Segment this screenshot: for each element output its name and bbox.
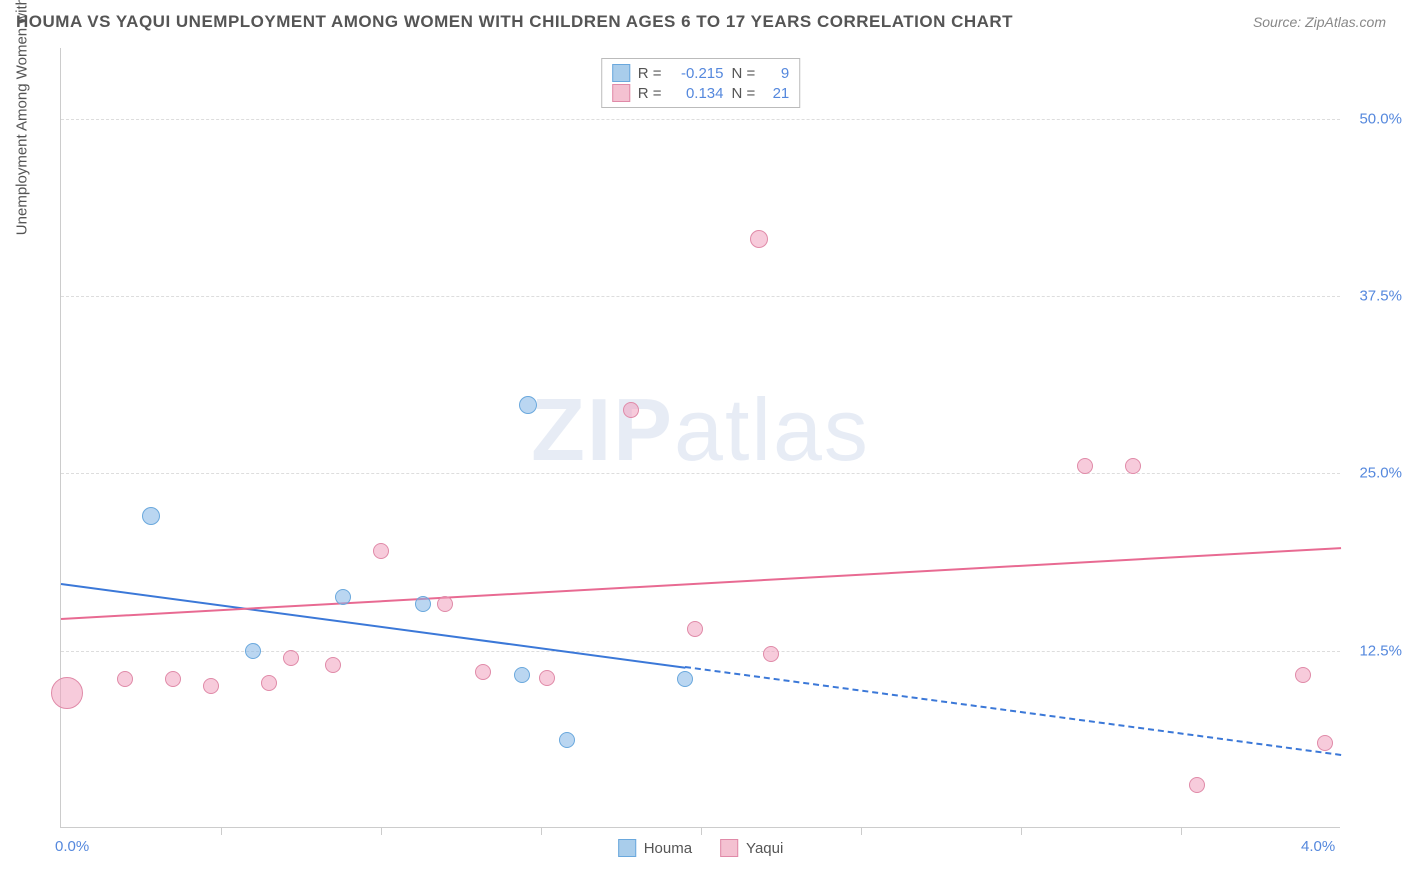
data-point-yaqui bbox=[1295, 667, 1311, 683]
stat-n-label: N = bbox=[732, 65, 756, 82]
watermark: ZIPatlas bbox=[531, 378, 870, 480]
x-tick bbox=[1021, 827, 1022, 835]
watermark-atlas: atlas bbox=[674, 379, 870, 478]
stat-r-value: -0.215 bbox=[670, 65, 724, 82]
data-point-yaqui bbox=[687, 621, 703, 637]
x-tick bbox=[541, 827, 542, 835]
y-tick-label: 37.5% bbox=[1359, 288, 1402, 305]
data-point-yaqui bbox=[750, 230, 768, 248]
data-point-houma bbox=[245, 643, 261, 659]
x-tick bbox=[861, 827, 862, 835]
data-point-yaqui bbox=[261, 675, 277, 691]
x-tick bbox=[1181, 827, 1182, 835]
stat-r-label: R = bbox=[638, 85, 662, 102]
legend-item: Houma bbox=[618, 839, 692, 857]
y-tick-label: 25.0% bbox=[1359, 465, 1402, 482]
legend-label: Houma bbox=[644, 840, 692, 857]
data-point-yaqui bbox=[1317, 735, 1333, 751]
data-point-yaqui bbox=[623, 402, 639, 418]
data-point-yaqui bbox=[165, 671, 181, 687]
trend-line-yaqui bbox=[61, 547, 1341, 620]
data-point-houma bbox=[335, 589, 351, 605]
stat-r-label: R = bbox=[638, 65, 662, 82]
chart-title: HOUMA VS YAQUI UNEMPLOYMENT AMONG WOMEN … bbox=[16, 12, 1013, 32]
stats-row: R = -0.215 N = 9 bbox=[612, 63, 790, 83]
data-point-houma bbox=[677, 671, 693, 687]
data-point-houma bbox=[519, 396, 537, 414]
data-point-yaqui bbox=[763, 646, 779, 662]
data-point-yaqui bbox=[117, 671, 133, 687]
legend-item: Yaqui bbox=[720, 839, 783, 857]
data-point-yaqui bbox=[539, 670, 555, 686]
x-tick-label: 0.0% bbox=[55, 838, 89, 855]
stat-n-value: 9 bbox=[763, 65, 789, 82]
data-point-houma bbox=[415, 596, 431, 612]
data-point-yaqui bbox=[475, 664, 491, 680]
data-point-houma bbox=[514, 667, 530, 683]
watermark-zip: ZIP bbox=[531, 379, 674, 478]
chart-container: HOUMA VS YAQUI UNEMPLOYMENT AMONG WOMEN … bbox=[0, 0, 1406, 892]
data-point-yaqui bbox=[373, 543, 389, 559]
chart-source: Source: ZipAtlas.com bbox=[1253, 14, 1386, 30]
swatch-icon bbox=[618, 839, 636, 857]
stats-legend: R = -0.215 N = 9 R = 0.134 N = 21 bbox=[601, 58, 801, 108]
series-legend: Houma Yaqui bbox=[618, 839, 784, 857]
x-tick bbox=[701, 827, 702, 835]
trend-line-houma bbox=[61, 583, 685, 669]
gridline bbox=[61, 119, 1340, 120]
data-point-yaqui bbox=[283, 650, 299, 666]
x-tick bbox=[221, 827, 222, 835]
legend-label: Yaqui bbox=[746, 840, 783, 857]
swatch-icon bbox=[720, 839, 738, 857]
gridline bbox=[61, 296, 1340, 297]
data-point-yaqui bbox=[1077, 458, 1093, 474]
plot-area: ZIPatlas R =-0.215N =9R =0.134N =21 Houm… bbox=[60, 48, 1340, 828]
data-point-yaqui bbox=[325, 657, 341, 673]
y-tick-label: 12.5% bbox=[1359, 642, 1402, 659]
data-point-houma bbox=[142, 507, 160, 525]
y-tick-label: 50.0% bbox=[1359, 110, 1402, 127]
swatch-icon bbox=[612, 84, 630, 102]
stat-n-label: N = bbox=[732, 85, 756, 102]
stats-row: R = 0.134 N = 21 bbox=[612, 83, 790, 103]
y-axis-title: Unemployment Among Women with Children A… bbox=[14, 0, 31, 235]
data-point-yaqui bbox=[437, 596, 453, 612]
gridline bbox=[61, 473, 1340, 474]
data-point-yaqui bbox=[1189, 777, 1205, 793]
x-tick bbox=[381, 827, 382, 835]
stat-r-value: 0.134 bbox=[670, 85, 724, 102]
trend-line-houma bbox=[685, 666, 1341, 756]
data-point-yaqui bbox=[203, 678, 219, 694]
data-point-yaqui bbox=[51, 677, 83, 709]
stat-n-value: 21 bbox=[763, 85, 789, 102]
x-tick-label: 4.0% bbox=[1301, 838, 1335, 855]
swatch-icon bbox=[612, 64, 630, 82]
data-point-houma bbox=[559, 732, 575, 748]
data-point-yaqui bbox=[1125, 458, 1141, 474]
